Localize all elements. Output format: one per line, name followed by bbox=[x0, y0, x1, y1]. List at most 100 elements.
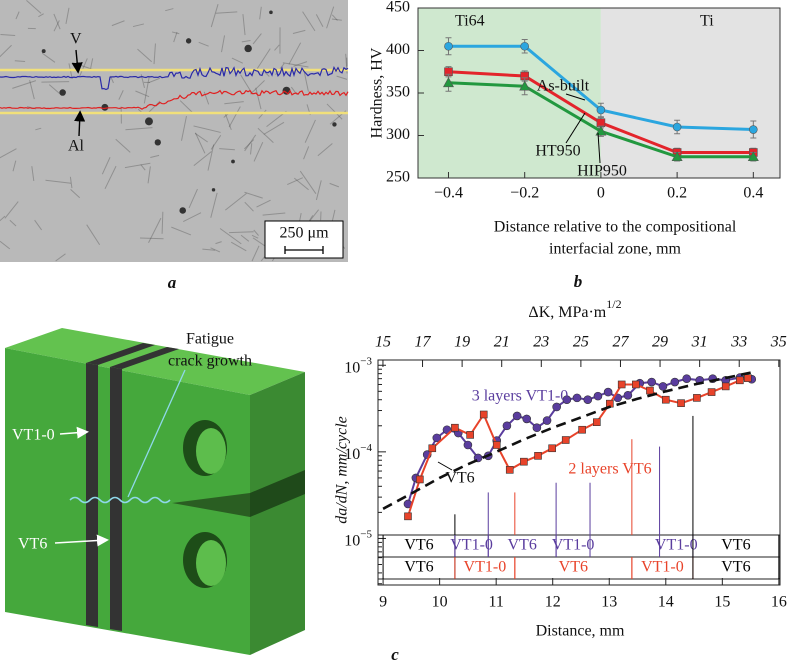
cell-label: VT6 bbox=[404, 537, 433, 554]
texture bbox=[137, 48, 152, 63]
texture bbox=[0, 240, 11, 250]
texture bbox=[288, 42, 302, 65]
texture bbox=[65, 7, 70, 24]
texture bbox=[241, 40, 251, 43]
trace-label: Al bbox=[68, 138, 85, 155]
marker bbox=[593, 418, 601, 426]
texture bbox=[171, 31, 180, 35]
pore bbox=[179, 207, 186, 214]
texture bbox=[336, 75, 348, 80]
cell-label: VT1-0 bbox=[450, 537, 493, 554]
texture bbox=[4, 201, 19, 219]
marker bbox=[532, 423, 542, 433]
x-tick-label: 13 bbox=[601, 594, 617, 611]
x-tick-label: 15 bbox=[714, 594, 730, 611]
texture bbox=[292, 29, 306, 34]
x-tick-label: 16 bbox=[771, 594, 787, 611]
texture bbox=[282, 62, 309, 68]
marker bbox=[647, 377, 656, 387]
texture bbox=[148, 217, 162, 243]
specimen: Fatigue crack growth VT1-0 VT6 bbox=[5, 328, 305, 655]
texture bbox=[194, 132, 208, 143]
layer-label: VT6 bbox=[18, 536, 47, 553]
marker bbox=[562, 395, 572, 405]
texture bbox=[101, 157, 111, 175]
marker bbox=[603, 387, 613, 397]
x-axis-label: interfacial zone, mm bbox=[549, 241, 681, 258]
texture bbox=[9, 219, 17, 227]
marker bbox=[548, 444, 556, 453]
texture bbox=[111, 20, 125, 27]
marker bbox=[561, 436, 570, 444]
leader bbox=[565, 112, 586, 144]
texture bbox=[153, 43, 156, 65]
arrow bbox=[54, 534, 109, 547]
series-line bbox=[382, 370, 757, 510]
texture bbox=[146, 100, 161, 115]
marker bbox=[721, 382, 730, 391]
marker bbox=[520, 457, 528, 466]
arrow bbox=[74, 110, 86, 137]
y-tick-label: 10−5 bbox=[344, 528, 372, 549]
texture bbox=[0, 44, 12, 58]
texture bbox=[230, 241, 247, 252]
texture bbox=[165, 8, 174, 12]
texture bbox=[188, 188, 198, 209]
texture bbox=[143, 77, 150, 104]
texture bbox=[329, 182, 340, 188]
cell-label: VT6 bbox=[404, 559, 433, 576]
texture bbox=[193, 151, 212, 166]
marker bbox=[522, 414, 532, 424]
texture bbox=[26, 0, 42, 14]
region bbox=[418, 8, 601, 178]
texture bbox=[150, 154, 160, 159]
texture bbox=[53, 13, 61, 30]
pore bbox=[244, 44, 252, 53]
marker bbox=[534, 452, 542, 460]
marker bbox=[404, 512, 412, 521]
marker bbox=[505, 466, 514, 474]
stripe bbox=[110, 367, 122, 631]
series-label: 2 layers VT6 bbox=[568, 461, 651, 478]
texture bbox=[124, 162, 151, 169]
caption: c bbox=[391, 645, 399, 664]
texture bbox=[15, 11, 20, 20]
marker bbox=[682, 374, 692, 383]
series-label: HIP950 bbox=[577, 163, 627, 180]
y-tick-label: 10−4 bbox=[344, 441, 372, 462]
marker bbox=[451, 423, 459, 432]
texture bbox=[118, 90, 124, 100]
texture bbox=[139, 237, 164, 240]
marker bbox=[747, 151, 759, 162]
texture bbox=[225, 192, 247, 211]
texture bbox=[244, 139, 255, 150]
texture bbox=[293, 177, 309, 191]
texture bbox=[326, 6, 335, 29]
scale-box bbox=[264, 220, 344, 259]
y-tick-label: 250 bbox=[386, 169, 410, 186]
x-tick-label: 11 bbox=[488, 594, 503, 611]
pore bbox=[101, 103, 109, 111]
texture bbox=[210, 247, 221, 253]
texture bbox=[207, 144, 215, 171]
hole-inner bbox=[196, 540, 226, 586]
leader bbox=[565, 93, 586, 101]
x2-tick-label: 19 bbox=[454, 334, 470, 351]
texture bbox=[215, 241, 222, 245]
texture bbox=[219, 228, 242, 245]
marker bbox=[658, 382, 668, 391]
marker bbox=[749, 125, 758, 134]
region-label: Ti64 bbox=[455, 13, 485, 30]
marker bbox=[583, 395, 593, 405]
x-axis-label: Distance relative to the compositional bbox=[494, 219, 737, 236]
y-tick-label: 10−3 bbox=[344, 355, 372, 376]
marker bbox=[442, 77, 454, 88]
texture bbox=[317, 143, 333, 157]
marker bbox=[736, 376, 744, 385]
x-tick-label: 14 bbox=[658, 594, 674, 611]
texture bbox=[274, 44, 280, 51]
marker bbox=[693, 394, 701, 402]
texture bbox=[255, 87, 262, 110]
marker bbox=[552, 402, 561, 412]
cell-label: VT6 bbox=[721, 559, 750, 576]
